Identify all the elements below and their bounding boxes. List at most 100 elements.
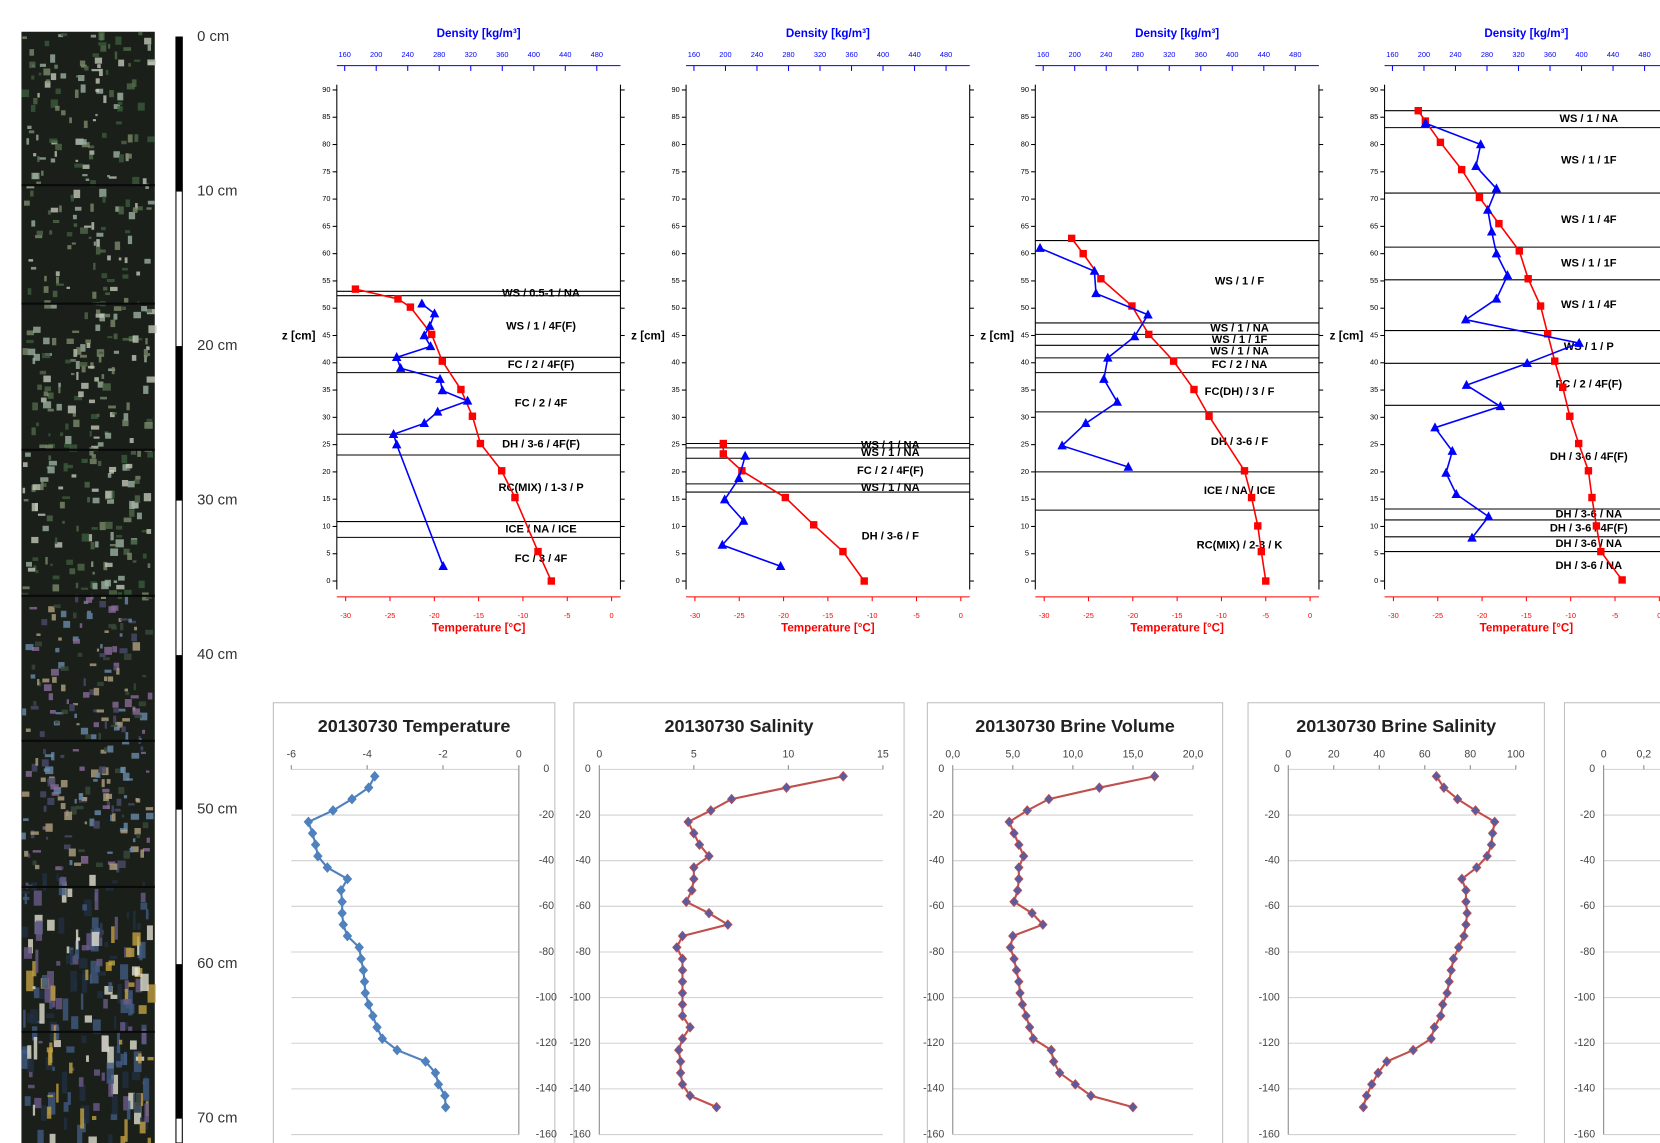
core-texture — [29, 130, 34, 133]
core-texture — [133, 335, 139, 342]
core-texture — [110, 320, 115, 327]
core-texture — [111, 926, 115, 943]
marker — [428, 331, 435, 338]
core-texture — [47, 920, 55, 931]
core-texture — [56, 404, 61, 411]
core-texture — [128, 134, 133, 142]
core-texture — [32, 665, 35, 670]
core-texture — [91, 425, 99, 429]
core-texture — [28, 854, 30, 858]
y-tick-label: -60 — [1580, 900, 1595, 912]
core-texture — [26, 562, 32, 567]
y-tick-label: 20 — [322, 467, 330, 476]
figure: 0 cm10 cm20 cm30 cm40 cm50 cm60 cm70 cm0… — [0, 0, 1660, 1143]
x-tick-label: -10 — [867, 611, 878, 620]
core-texture — [22, 36, 27, 39]
core-texture — [105, 563, 113, 567]
core-texture — [107, 279, 115, 282]
core-texture — [109, 176, 117, 178]
core-texture — [28, 288, 32, 295]
core-texture — [49, 693, 53, 700]
core-texture — [40, 791, 46, 797]
x-tick-label: -15 — [1172, 611, 1183, 620]
core-texture — [88, 1136, 96, 1143]
core-texture — [74, 714, 77, 718]
core-texture — [117, 799, 122, 806]
core-texture — [39, 445, 47, 448]
core-texture — [120, 623, 123, 630]
core-texture — [108, 1134, 112, 1143]
core-texture — [123, 773, 129, 781]
core-texture — [28, 568, 35, 572]
core-texture — [70, 359, 75, 362]
ice-core-photo — [21, 32, 156, 1143]
core-texture — [52, 677, 57, 683]
core-texture — [134, 60, 140, 62]
core-texture — [35, 865, 39, 869]
core-texture — [145, 630, 153, 635]
core-texture — [50, 1134, 56, 1143]
core-texture — [109, 590, 117, 595]
core-texture — [131, 634, 137, 642]
core-texture — [58, 486, 63, 489]
y-tick-label: -80 — [929, 946, 944, 958]
y-tick-label: 75 — [1021, 167, 1029, 176]
layer-label: DH / 3-6 / NA — [1555, 508, 1622, 520]
core-texture — [28, 1085, 35, 1088]
x-tick-label: 0,0 — [945, 748, 960, 760]
core-texture — [67, 245, 71, 249]
core-texture — [53, 576, 60, 580]
x2-tick-label: 440 — [559, 50, 571, 59]
core-texture — [72, 331, 79, 333]
core-texture — [133, 207, 138, 213]
scale-segment — [176, 655, 182, 810]
core-texture — [99, 601, 106, 607]
core-texture — [91, 69, 99, 71]
core-texture — [133, 642, 140, 650]
layer-label: WS / 1 / NA — [861, 447, 920, 459]
layer-label: FC / 2 / 4F(F) — [857, 465, 924, 477]
core-texture — [97, 991, 103, 998]
core-texture — [64, 1102, 69, 1112]
core-texture — [138, 32, 142, 35]
core-texture — [116, 668, 119, 675]
core-texture — [82, 174, 87, 176]
y-tick-label: 5 — [326, 549, 330, 558]
layer-label: WS / 1 / 1F — [1561, 154, 1617, 166]
core-texture — [80, 355, 87, 358]
core-texture — [47, 971, 54, 986]
core-texture — [23, 586, 30, 589]
y-tick-label: 85 — [322, 112, 330, 121]
x2-tick-label: 200 — [370, 50, 382, 59]
core-texture — [90, 431, 92, 437]
core-texture — [111, 1114, 117, 1120]
core-texture — [80, 623, 82, 628]
core-texture — [69, 117, 72, 123]
core-texture — [133, 838, 135, 842]
core-texture — [138, 1053, 141, 1063]
x-tick-label: -6 — [287, 748, 297, 760]
y-tick-label: 80 — [322, 139, 330, 148]
core-texture — [119, 1040, 122, 1045]
core-texture — [92, 1116, 96, 1120]
core-texture — [117, 93, 123, 101]
core-texture — [33, 860, 37, 865]
layer-label: DH / 3-6 / F — [862, 530, 920, 542]
core-texture — [100, 249, 106, 252]
y-tick-label: 60 — [1370, 249, 1378, 258]
y-tick-label: -100 — [570, 991, 591, 1003]
core-texture — [61, 666, 69, 671]
y-tick-label: -60 — [539, 900, 554, 912]
y-tick-label: 65 — [322, 221, 330, 230]
core-texture — [108, 473, 111, 478]
y-tick-label: 75 — [671, 167, 679, 176]
core-texture — [26, 971, 33, 992]
core-texture — [129, 509, 134, 516]
core-texture — [31, 267, 36, 270]
core-texture — [91, 561, 93, 567]
x2-tick-label: 440 — [1258, 50, 1270, 59]
x-tick-label: -10 — [1216, 611, 1227, 620]
core-texture — [83, 165, 90, 169]
marker — [407, 303, 414, 310]
core-texture — [135, 476, 140, 480]
